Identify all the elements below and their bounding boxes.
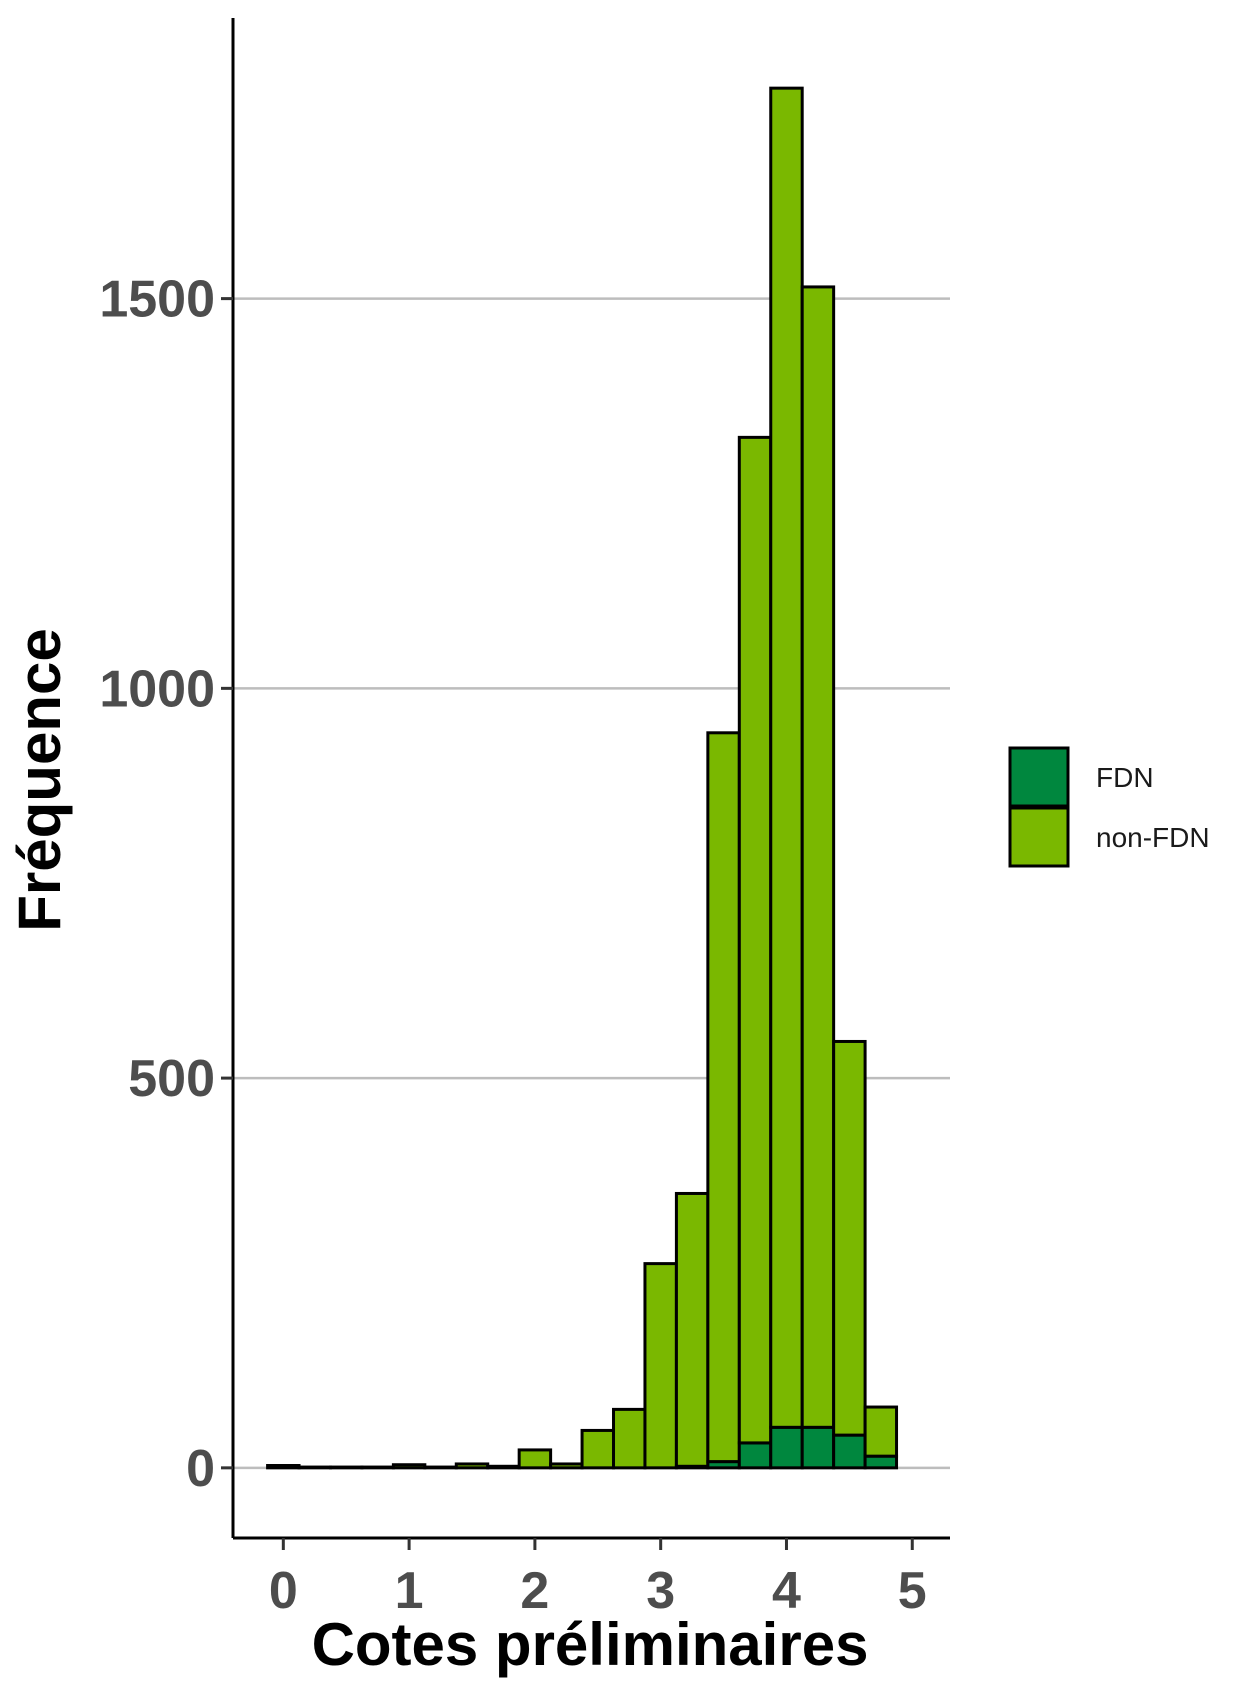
bar-non-fdn — [737, 435, 773, 1445]
bar-non-fdn — [328, 1465, 364, 1470]
x-tick-label: 2 — [520, 1562, 549, 1620]
y-tick-labels: 0 500 1000 1500 — [99, 271, 215, 1498]
bar-fdn — [737, 1441, 773, 1470]
bar-non-fdn — [769, 86, 804, 1429]
y-tick-label: 500 — [128, 1050, 215, 1108]
bar-fdn — [832, 1433, 867, 1470]
bar-non-fdn — [360, 1465, 395, 1470]
legend-label: non-FDN — [1096, 822, 1210, 853]
bar-non-fdn — [266, 1464, 301, 1470]
bar-non-fdn — [643, 1262, 678, 1470]
legend-swatch — [1008, 806, 1070, 868]
bar-non-fdn — [454, 1462, 490, 1470]
x-tick-label: 3 — [646, 1562, 675, 1620]
bar-non-fdn — [580, 1428, 616, 1470]
bar-non-fdn — [391, 1463, 427, 1470]
x-axis-title: Cotes préliminaires — [312, 1611, 869, 1678]
y-tick-label: 1000 — [99, 660, 215, 718]
bar-non-fdn — [517, 1448, 553, 1470]
bar-non-fdn — [674, 1191, 710, 1468]
y-tick-label: 0 — [186, 1440, 215, 1498]
bar-non-fdn — [549, 1462, 584, 1470]
legend-swatch — [1008, 746, 1070, 808]
x-tick-label: 1 — [395, 1562, 424, 1620]
x-tick-label: 4 — [772, 1562, 801, 1620]
bar-fdn — [769, 1425, 804, 1470]
y-tick-label: 1500 — [99, 271, 215, 329]
x-tick-labels: 0 1 2 3 4 5 — [269, 1562, 927, 1620]
bar-non-fdn — [423, 1465, 458, 1470]
legend-label: FDN — [1096, 762, 1154, 793]
y-axis-title: Fréquence — [6, 628, 73, 931]
bar-fdn — [863, 1454, 899, 1470]
x-tick-label: 5 — [898, 1562, 927, 1620]
bar-non-fdn — [863, 1405, 899, 1458]
bar-non-fdn — [297, 1465, 332, 1470]
axes — [221, 18, 950, 1550]
legend: FDN non-FDN — [1008, 746, 1210, 868]
bar-fdn — [800, 1425, 836, 1470]
bar-non-fdn — [706, 731, 741, 1464]
bar-non-fdn — [486, 1464, 521, 1470]
bar-non-fdn — [800, 285, 836, 1429]
bar-non-fdn — [612, 1407, 647, 1470]
bars — [266, 86, 899, 1470]
x-tick-label: 0 — [269, 1562, 298, 1620]
bar-non-fdn — [832, 1039, 867, 1437]
